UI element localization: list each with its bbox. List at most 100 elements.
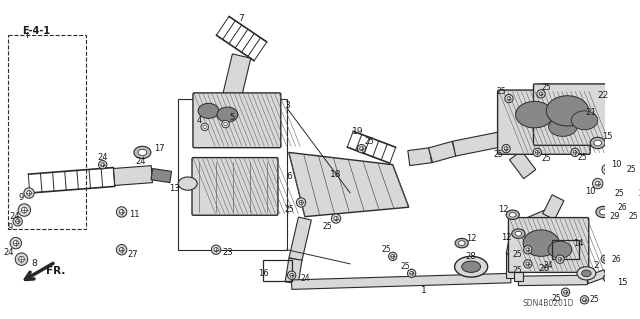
Ellipse shape (571, 148, 579, 157)
Text: 22: 22 (598, 91, 609, 100)
Ellipse shape (214, 248, 218, 252)
Polygon shape (429, 141, 456, 162)
Ellipse shape (524, 260, 532, 268)
Ellipse shape (594, 140, 602, 146)
Polygon shape (289, 152, 409, 217)
Ellipse shape (547, 96, 589, 126)
Polygon shape (509, 151, 536, 179)
Polygon shape (586, 270, 607, 284)
Ellipse shape (609, 182, 617, 190)
Text: 15: 15 (617, 278, 628, 287)
Bar (552, 240, 579, 259)
Polygon shape (518, 275, 588, 286)
Ellipse shape (203, 125, 207, 129)
Text: 18: 18 (330, 170, 342, 179)
Text: 12: 12 (498, 204, 509, 214)
Text: 10: 10 (585, 187, 595, 196)
Bar (8, 35, 86, 229)
Ellipse shape (600, 209, 607, 215)
Text: 25: 25 (381, 245, 391, 254)
Ellipse shape (611, 184, 615, 188)
Text: 25: 25 (578, 152, 588, 162)
Ellipse shape (512, 229, 525, 238)
Ellipse shape (224, 122, 227, 126)
Ellipse shape (357, 145, 365, 153)
Text: 25: 25 (614, 189, 624, 197)
Text: 14: 14 (573, 239, 584, 248)
Polygon shape (223, 54, 251, 98)
Text: 24: 24 (10, 212, 20, 221)
Ellipse shape (15, 219, 20, 224)
Polygon shape (452, 129, 517, 156)
Text: 1: 1 (421, 286, 427, 295)
Ellipse shape (13, 217, 22, 226)
Text: 24: 24 (544, 261, 554, 270)
Ellipse shape (595, 181, 600, 186)
Ellipse shape (461, 261, 481, 272)
Ellipse shape (533, 148, 541, 157)
Ellipse shape (22, 207, 27, 213)
Text: 3: 3 (284, 101, 290, 110)
Polygon shape (537, 115, 586, 129)
Ellipse shape (138, 149, 147, 155)
Ellipse shape (198, 103, 219, 118)
Ellipse shape (27, 191, 31, 196)
Ellipse shape (561, 288, 570, 296)
Ellipse shape (290, 273, 294, 277)
Polygon shape (543, 195, 564, 219)
Text: 8: 8 (32, 259, 38, 268)
Ellipse shape (119, 210, 124, 214)
Ellipse shape (524, 246, 532, 254)
Ellipse shape (548, 241, 572, 258)
Ellipse shape (410, 271, 413, 275)
Ellipse shape (502, 145, 510, 153)
Ellipse shape (506, 210, 519, 219)
Ellipse shape (572, 111, 598, 130)
Ellipse shape (509, 212, 516, 217)
Ellipse shape (620, 208, 628, 216)
Text: 26: 26 (612, 255, 621, 264)
Text: 24: 24 (300, 274, 310, 283)
Ellipse shape (296, 198, 306, 207)
Text: 17: 17 (154, 144, 164, 153)
Text: 2: 2 (593, 261, 598, 270)
Text: FR.: FR. (46, 266, 65, 277)
Ellipse shape (13, 241, 19, 246)
Ellipse shape (573, 151, 577, 154)
Ellipse shape (458, 241, 465, 245)
Text: 24: 24 (97, 152, 108, 162)
Text: 25: 25 (627, 165, 637, 174)
Ellipse shape (505, 94, 513, 103)
FancyBboxPatch shape (497, 90, 590, 154)
Text: 25: 25 (629, 212, 639, 221)
Ellipse shape (454, 256, 488, 277)
Ellipse shape (580, 296, 589, 304)
Ellipse shape (634, 196, 637, 200)
Ellipse shape (593, 178, 603, 189)
FancyBboxPatch shape (508, 218, 589, 272)
Ellipse shape (24, 188, 34, 198)
Text: 5: 5 (230, 113, 235, 122)
Ellipse shape (526, 262, 530, 266)
Text: 7: 7 (239, 14, 244, 23)
Ellipse shape (287, 271, 296, 279)
Bar (179, 99, 287, 250)
Ellipse shape (536, 151, 539, 154)
Text: 25: 25 (638, 189, 640, 197)
Text: 4: 4 (196, 116, 202, 125)
Polygon shape (506, 230, 520, 256)
Text: 25: 25 (542, 153, 552, 163)
Ellipse shape (334, 216, 338, 221)
Ellipse shape (507, 97, 511, 100)
Text: 25: 25 (400, 262, 410, 271)
Ellipse shape (119, 247, 124, 252)
Ellipse shape (10, 237, 22, 249)
Ellipse shape (515, 231, 522, 236)
Text: 13: 13 (169, 184, 180, 193)
Ellipse shape (556, 255, 564, 263)
Ellipse shape (602, 164, 612, 174)
Ellipse shape (548, 117, 577, 136)
Polygon shape (151, 168, 172, 182)
Text: E-4-1: E-4-1 (22, 26, 51, 35)
Ellipse shape (360, 147, 364, 151)
